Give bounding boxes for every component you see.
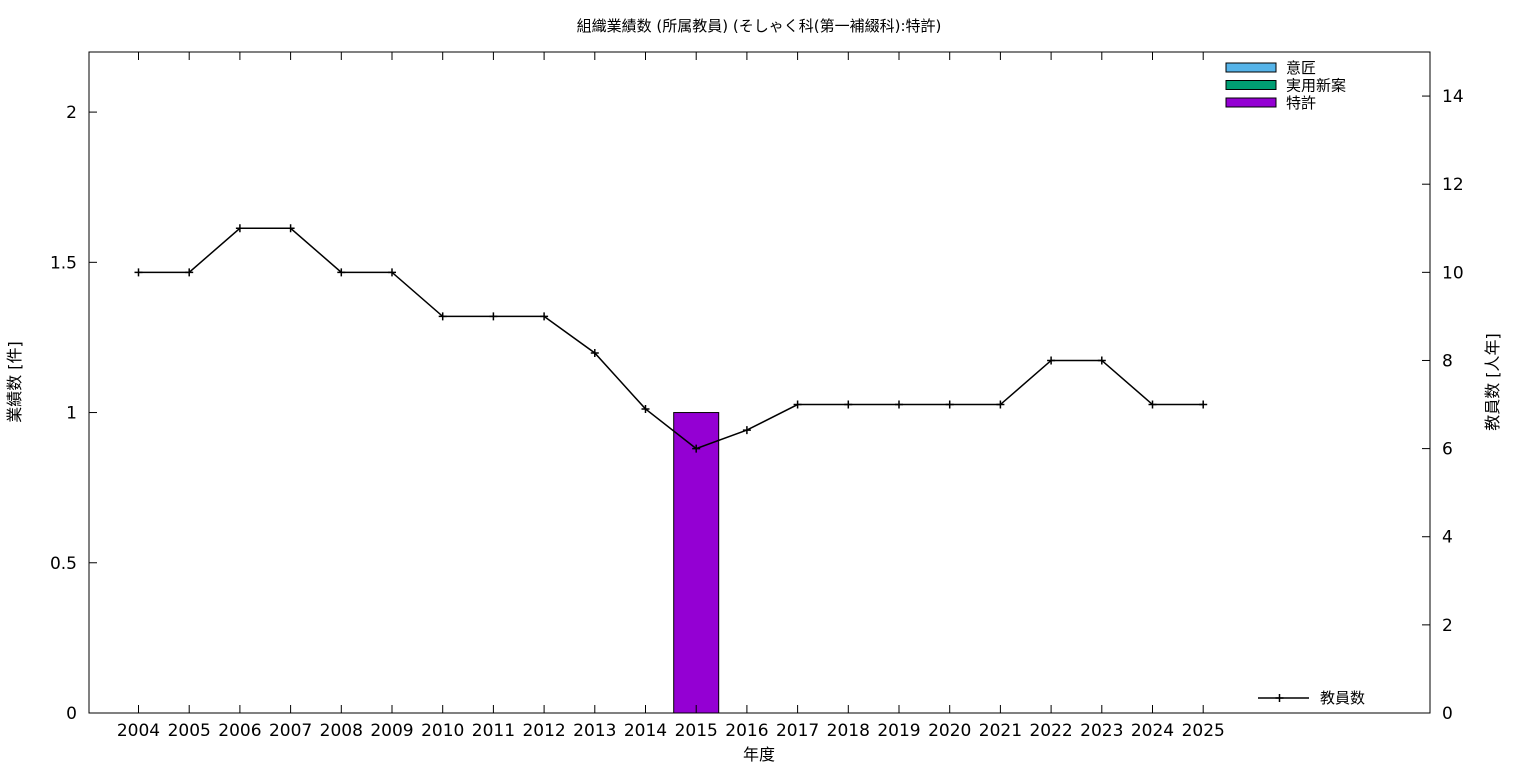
y-axis-right: 0 2 4 6 8 10 12 14	[1422, 87, 1464, 724]
line-point	[286, 224, 295, 233]
chart-title: 組織業績数 (所属教員) (そしゃく科(第一補綴科):特許)	[577, 17, 942, 35]
x-tick-label: 2011	[472, 721, 515, 741]
x-tick-label: 2025	[1182, 721, 1225, 741]
y-tick-label: 2	[66, 103, 77, 123]
y2-tick-label: 10	[1442, 263, 1464, 283]
x-tick-label: 2005	[168, 721, 211, 741]
y-tick-label: 1	[66, 404, 77, 424]
line-point	[185, 268, 194, 277]
line-point	[1199, 400, 1208, 409]
line-point	[590, 348, 599, 357]
legend-label: 実用新案	[1286, 77, 1346, 95]
y2-axis-title: 教員数 [人年]	[1483, 333, 1502, 431]
x-axis-title: 年度	[743, 745, 775, 764]
x-tick-label: 2007	[269, 721, 312, 741]
x-tick-label: 2006	[218, 721, 261, 741]
x-tick-label: 2019	[877, 721, 920, 741]
x-tick-label: 2022	[1029, 721, 1072, 741]
y-axis-left: 0 0.5 1 1.5 2	[50, 103, 97, 724]
x-tick-label: 2017	[776, 721, 819, 741]
legend-swatch	[1225, 97, 1277, 108]
line-point	[793, 400, 802, 409]
line-point	[895, 400, 903, 409]
legend-line-label: 教員数	[1320, 689, 1365, 707]
line-point	[1148, 400, 1157, 409]
x-tick-label: 2008	[320, 721, 363, 741]
line-point	[540, 312, 549, 321]
line-point	[996, 400, 1005, 409]
x-tick-label: 2012	[522, 721, 565, 741]
plot-frame	[88, 51, 1431, 714]
line-point	[337, 268, 346, 277]
y-axis-title: 業績数 [件]	[5, 341, 24, 423]
legend-swatch	[1225, 62, 1277, 73]
line-point	[641, 404, 650, 413]
x-axis: 2004 2005 2006 2007 2008 2009 2010 2011 2012 2013…	[117, 52, 1225, 741]
line-point	[742, 426, 751, 435]
y2-tick-label: 4	[1442, 528, 1453, 548]
line-layer	[134, 224, 1208, 453]
line-point	[489, 312, 498, 321]
y2-tick-label: 14	[1442, 87, 1464, 107]
line-point	[692, 444, 701, 453]
line-point	[134, 268, 143, 277]
x-tick-label: 2004	[117, 721, 160, 741]
y2-tick-label: 0	[1442, 704, 1453, 724]
y2-tick-label: 2	[1442, 616, 1453, 636]
x-tick-label: 2016	[725, 721, 768, 741]
x-tick-label: 2015	[675, 721, 718, 741]
y2-tick-label: 6	[1442, 440, 1453, 460]
legend-label: 特許	[1286, 94, 1316, 112]
legend-swatch	[1225, 80, 1277, 90]
y-tick-label: 0.5	[50, 554, 77, 574]
x-tick-label: 2020	[928, 721, 971, 741]
y2-tick-label: 8	[1442, 351, 1453, 371]
legend-label: 意匠	[1286, 59, 1316, 77]
bar	[673, 412, 720, 714]
x-tick-label: 2010	[421, 721, 464, 741]
y2-tick-label: 12	[1442, 175, 1464, 195]
line-path	[138, 227, 1204, 450]
x-tick-label: 2023	[1080, 721, 1123, 741]
line-point	[1047, 356, 1056, 365]
x-tick-label: 2024	[1131, 721, 1174, 741]
y-tick-label: 0	[66, 704, 77, 724]
line-point	[945, 400, 954, 409]
y-tick-label: 1.5	[50, 253, 77, 273]
line-point	[1097, 356, 1106, 365]
line-point	[844, 400, 853, 409]
line-point	[388, 268, 396, 277]
line-point	[438, 312, 447, 321]
x-tick-label: 2009	[370, 721, 413, 741]
x-tick-label: 2021	[979, 721, 1022, 741]
line-point	[235, 224, 244, 233]
bar-layer	[673, 412, 720, 714]
legend-line-marker	[1275, 694, 1284, 702]
x-tick-label: 2013	[573, 721, 616, 741]
x-tick-label: 2018	[827, 721, 870, 741]
x-tick-label: 2014	[624, 721, 667, 741]
